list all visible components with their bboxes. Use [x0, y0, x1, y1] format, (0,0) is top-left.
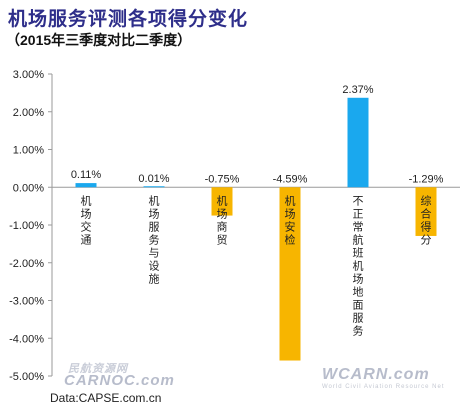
bar-value-label: 0.11% — [71, 169, 102, 181]
bar — [75, 183, 97, 188]
bar-value-label: 0.01% — [138, 173, 169, 185]
bar-value-label: 2.37% — [342, 84, 373, 96]
chart-subtitle: （2015年三季度对比二季度） — [6, 32, 192, 48]
y-tick-label: 1.00% — [13, 145, 44, 157]
category-label: 综合得分 — [421, 193, 432, 246]
category-label: 不正常航班机场地面服务 — [353, 195, 364, 337]
y-tick-label: 3.00% — [13, 69, 44, 81]
category-label: 机场交通 — [81, 193, 92, 246]
watermark-carnoc-cn: 民航资源网 — [68, 363, 128, 375]
watermark-wcarn: WCARN.com — [322, 366, 430, 383]
bar-value-label: -4.59% — [273, 173, 308, 185]
bar — [347, 97, 369, 188]
y-tick-label: -1.00% — [9, 220, 44, 232]
bar — [415, 187, 437, 236]
category-label: 机场商贸 — [217, 193, 228, 246]
y-tick-label: -3.00% — [9, 296, 44, 308]
bar-value-label: -1.29% — [409, 173, 444, 185]
y-tick-label: -4.00% — [9, 333, 44, 345]
y-tick-label: -5.00% — [9, 371, 44, 383]
y-tick-label: 2.00% — [13, 107, 44, 119]
chart-title: 机场服务评测各项得分变化 — [8, 9, 249, 30]
bar — [143, 186, 165, 188]
watermark-wcarn-sub: World Civil Aviation Resource Net — [322, 384, 445, 390]
y-tick-label: 0.00% — [13, 182, 44, 194]
watermark-carnoc: CARNOC.com — [64, 372, 175, 389]
data-source: Data:CAPSE.com.cn — [50, 391, 162, 405]
bar — [279, 187, 301, 361]
bar-value-label: -0.75% — [205, 173, 240, 185]
category-label: 机场服务与设施 — [149, 193, 160, 285]
category-label: 机场安检 — [285, 193, 296, 246]
y-tick-label: -2.00% — [9, 258, 44, 270]
bar — [211, 187, 233, 216]
